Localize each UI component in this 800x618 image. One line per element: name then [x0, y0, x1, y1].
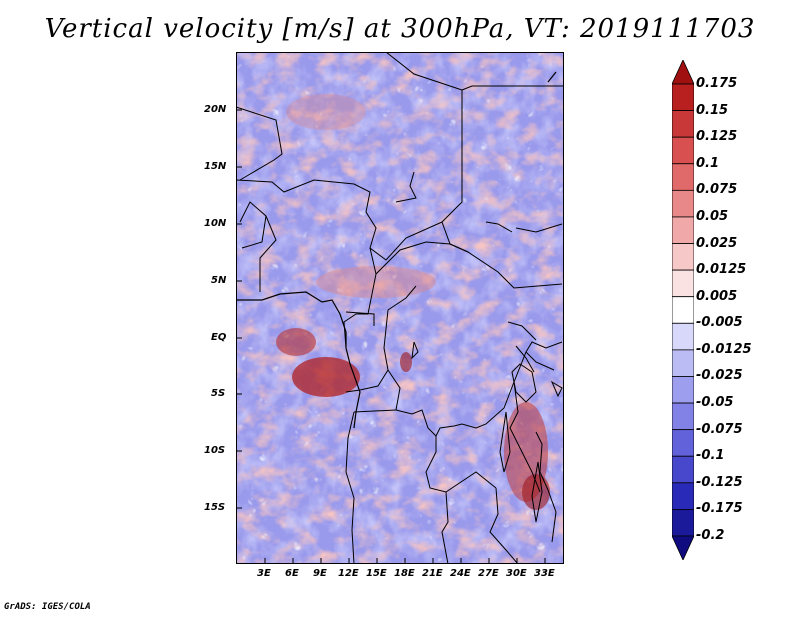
colorbar-level-label: -0.05	[696, 395, 734, 411]
colorbar-level-label: -0.075	[696, 421, 743, 437]
colorbar-segment	[672, 136, 694, 165]
lon-label-33e: 33E	[534, 568, 555, 579]
colorbar-segment	[672, 322, 694, 351]
colorbar-segment	[672, 110, 694, 138]
colorbar-level-label: 0.005	[696, 288, 738, 304]
lon-label-27e: 27E	[478, 568, 499, 579]
colorbar-level-label: -0.005	[696, 315, 743, 331]
colorbar	[672, 60, 694, 560]
lon-label-24e: 24E	[450, 568, 471, 579]
map-panel	[236, 52, 564, 564]
colorbar-segment	[672, 296, 694, 324]
colorbar-segment	[672, 216, 694, 244]
colorbar-level-label: -0.025	[696, 368, 743, 384]
colorbar-level-label: 0.1	[696, 155, 720, 171]
colorbar-level-label: -0.175	[696, 501, 743, 517]
lakes	[411, 341, 563, 523]
colorbar-level-label: -0.1	[696, 448, 725, 464]
colorbar-segment	[672, 83, 694, 111]
map-title: Vertical velocity [m/s] at 300hPa, VT: 2…	[44, 14, 756, 44]
lon-label-21e: 21E	[422, 568, 443, 579]
colorbar-segment	[672, 349, 694, 377]
lat-label-15n: 15N	[204, 161, 227, 172]
lon-label-18e: 18E	[394, 568, 415, 579]
lat-label-10s: 10S	[204, 445, 226, 456]
colorbar-level-label: 0.0125	[696, 262, 747, 278]
lat-label-20n: 20N	[204, 104, 227, 115]
colorbar-segment	[672, 455, 694, 484]
colorbar-level-label: 0.15	[696, 102, 729, 118]
lat-label-eq: EQ	[211, 332, 227, 343]
colorbar-level-label: -0.0125	[696, 341, 752, 357]
lon-label-3e: 3E	[257, 568, 271, 579]
colorbar-segment	[672, 429, 694, 457]
grads-credit: GrADS: IGES/COLA	[4, 602, 91, 612]
colorbar-min-triangle	[672, 535, 694, 560]
colorbar-level-label: -0.125	[696, 474, 743, 490]
colorbar-segment	[672, 402, 694, 431]
lon-label-9e: 9E	[313, 568, 327, 579]
colorbar-level-label: 0.125	[696, 129, 738, 145]
colorbar-segment	[672, 376, 694, 404]
colorbar-level-label: 0.025	[696, 235, 738, 251]
lon-label-30e: 30E	[506, 568, 527, 579]
lon-label-6e: 6E	[285, 568, 299, 579]
coastline	[236, 71, 557, 429]
lon-label-15e: 15E	[366, 568, 387, 579]
colorbar-segment	[672, 269, 694, 298]
colorbar-level-label: -0.2	[696, 528, 725, 543]
colorbar-segment	[672, 189, 694, 218]
colorbar-level-label: 0.05	[696, 208, 729, 224]
colorbar-segment	[672, 163, 694, 191]
lat-label-15s: 15S	[204, 502, 226, 513]
colorbar-segment	[672, 243, 694, 271]
colorbar-level-label: 0.175	[696, 76, 738, 91]
strong-updraft-regions	[276, 94, 550, 510]
lon-label-12e: 12E	[338, 568, 359, 579]
velocity-field	[236, 52, 564, 564]
colorbar-segment	[672, 509, 694, 537]
colorbar-max-triangle	[672, 60, 694, 85]
colorbar-segment	[672, 482, 694, 510]
lat-label-5s: 5S	[211, 388, 226, 399]
map-frame	[236, 52, 564, 564]
lat-label-10n: 10N	[204, 218, 227, 229]
lat-label-5n: 5N	[211, 275, 227, 286]
colorbar-level-label: 0.075	[696, 182, 738, 198]
